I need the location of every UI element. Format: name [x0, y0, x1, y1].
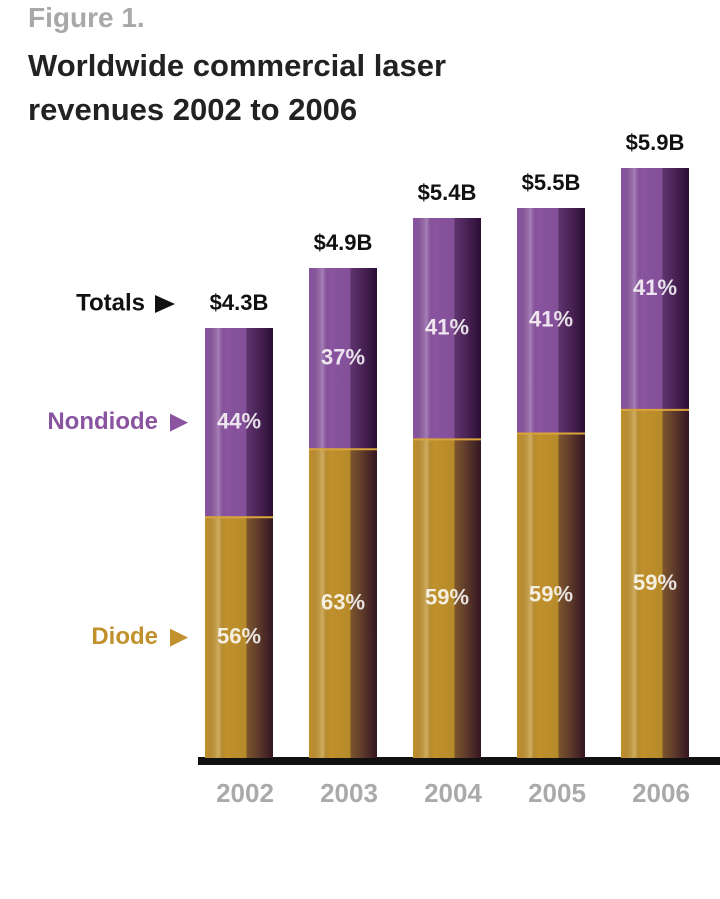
figure-label: Figure 1. — [28, 2, 145, 33]
total-label: $4.9B — [314, 230, 373, 255]
bar-shade — [413, 218, 481, 440]
x-tick-label: 2003 — [320, 778, 378, 808]
bar-shade — [621, 409, 689, 758]
value-label: 41% — [425, 315, 469, 340]
bar-shade — [621, 168, 689, 410]
total-label: $4.3B — [210, 290, 269, 315]
total-label: $5.5B — [522, 170, 581, 195]
bar-shade — [413, 439, 481, 758]
legend-entry: Totals — [76, 289, 145, 316]
total-label: $5.4B — [418, 180, 477, 205]
bar-shade — [309, 449, 377, 758]
legend-entry: Diode — [91, 623, 158, 650]
legend-arrow — [170, 413, 188, 432]
value-label: 41% — [529, 307, 573, 332]
value-label: 37% — [321, 344, 365, 369]
value-label: 63% — [321, 589, 365, 614]
bar-shade — [309, 268, 377, 450]
value-label: 41% — [633, 275, 677, 300]
value-label: 59% — [633, 570, 677, 595]
legend-entry: Nondiode — [47, 408, 158, 435]
x-tick-label: 2006 — [632, 778, 690, 808]
legend-arrow — [155, 295, 175, 313]
legend-arrow — [170, 628, 188, 647]
bar-shade — [205, 328, 273, 518]
value-label: 59% — [425, 585, 469, 610]
bar-shade — [205, 517, 273, 758]
bar-shade — [517, 208, 585, 434]
x-tick-label: 2005 — [528, 778, 586, 808]
bar-shade — [517, 433, 585, 758]
baseline — [198, 757, 720, 765]
value-label: 44% — [217, 408, 261, 433]
chart-title: Worldwide commercial laser revenues 2002… — [28, 48, 447, 127]
x-tick-label: 2004 — [424, 778, 482, 808]
value-label: 59% — [529, 582, 573, 607]
value-label: 56% — [217, 623, 261, 648]
x-tick-label: 2002 — [216, 778, 274, 808]
total-label: $5.9B — [626, 130, 685, 155]
